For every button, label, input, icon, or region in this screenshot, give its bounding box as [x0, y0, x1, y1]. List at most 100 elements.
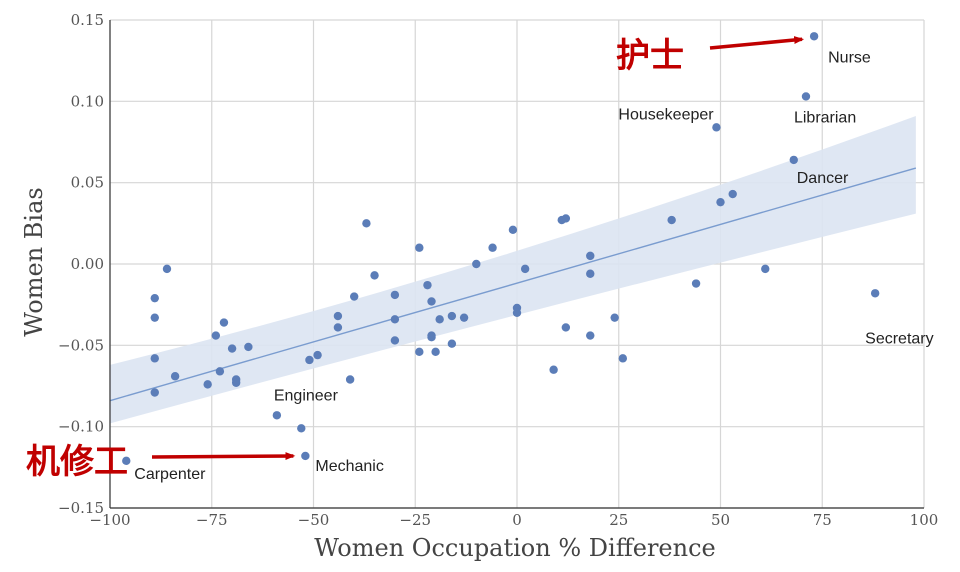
data-point — [219, 318, 229, 327]
data-point — [362, 219, 371, 228]
callout-arrow — [709, 36, 805, 50]
data-point — [390, 290, 400, 300]
annotation-label: Carpenter — [134, 466, 206, 483]
data-point — [215, 367, 225, 376]
data-point — [415, 347, 424, 357]
data-point — [549, 365, 558, 374]
x-tick-label: 25 — [609, 511, 628, 529]
point-annotations: Nurse Librarian Housekeeper Dancer Secretary… — [134, 49, 933, 483]
data-point — [435, 315, 444, 324]
data-point — [447, 311, 457, 321]
y-tick-labels: −0.15 −0.10 −0.05 0.00 0.05 0.10 0.15 — [58, 11, 104, 517]
data-point — [211, 331, 221, 340]
annotation-label: Nurse — [828, 49, 871, 66]
x-tick-label: −25 — [399, 511, 431, 529]
y-tick-label: 0.10 — [71, 92, 104, 110]
data-point — [870, 289, 880, 298]
annotation-label: Dancer — [797, 170, 849, 187]
y-tick-label: 0.05 — [71, 174, 104, 192]
x-tick-label: 0 — [512, 511, 522, 529]
data-point — [728, 189, 737, 199]
x-tick-label: −50 — [298, 511, 330, 529]
y-axis-title: Women Bias — [20, 187, 48, 336]
data-point — [231, 378, 241, 387]
data-point — [203, 380, 212, 389]
data-point — [301, 451, 310, 461]
data-point — [390, 315, 400, 324]
data-point — [162, 264, 172, 274]
data-point — [350, 292, 359, 301]
data-point — [427, 297, 436, 306]
y-tick-label: 0.15 — [71, 11, 104, 29]
y-tick-label: 0.00 — [71, 255, 104, 273]
data-point — [333, 323, 343, 332]
data-point — [561, 323, 571, 332]
regression-line — [109, 167, 917, 402]
data-point — [586, 269, 595, 278]
data-point — [667, 215, 676, 225]
callout-label: 护士 — [616, 36, 684, 76]
data-point — [415, 243, 424, 252]
data-point — [472, 259, 481, 269]
data-point — [313, 350, 322, 360]
annotation-label: Housekeeper — [618, 106, 714, 123]
data-point — [447, 339, 457, 348]
data-point — [345, 375, 355, 384]
data-point — [809, 32, 819, 41]
data-point — [390, 336, 400, 345]
y-tick-label: −0.15 — [58, 499, 104, 517]
data-point — [712, 123, 721, 132]
data-point — [305, 355, 314, 365]
data-point — [272, 411, 282, 420]
data-point — [150, 313, 159, 322]
data-point — [586, 251, 595, 261]
data-point — [423, 280, 432, 290]
data-point — [789, 155, 798, 165]
callout-label: 机修工 — [26, 442, 128, 482]
data-point — [122, 456, 131, 466]
data-points — [122, 32, 880, 466]
x-axis-title: Women Occupation % Difference — [314, 534, 715, 562]
data-point — [801, 92, 811, 101]
x-tick-labels: −100 −75 −50 −25 0 25 50 75 100 — [89, 511, 938, 529]
x-tick-label: 100 — [910, 511, 939, 529]
data-point — [150, 293, 159, 303]
data-point — [333, 311, 343, 321]
annotation-label: Librarian — [794, 109, 856, 126]
data-point — [557, 215, 566, 225]
data-point — [716, 197, 725, 207]
data-point — [488, 243, 497, 252]
confidence-band — [110, 115, 916, 424]
data-point — [170, 372, 180, 381]
y-tick-label: −0.05 — [58, 336, 104, 354]
data-point — [459, 313, 469, 322]
data-point — [427, 333, 436, 342]
data-point — [297, 424, 306, 433]
x-tick-label: −75 — [196, 511, 228, 529]
data-point — [227, 344, 237, 353]
data-point — [150, 388, 159, 397]
data-point — [508, 225, 518, 235]
annotation-label: Engineer — [274, 387, 339, 404]
data-point — [512, 308, 522, 317]
y-tick-label: −0.10 — [58, 418, 104, 436]
x-tick-label: 50 — [711, 511, 730, 529]
data-point — [618, 354, 628, 363]
data-point — [761, 264, 770, 274]
data-point — [691, 279, 701, 288]
x-tick-label: −100 — [89, 511, 130, 529]
data-point — [520, 264, 530, 274]
callout-arrow — [151, 452, 296, 461]
data-point — [431, 347, 440, 357]
x-tick-label: 75 — [813, 511, 832, 529]
annotation-label: Secretary — [865, 330, 933, 347]
data-point — [370, 271, 379, 280]
data-point — [586, 331, 595, 340]
data-point — [150, 354, 159, 363]
axes — [109, 20, 924, 509]
data-point — [610, 313, 619, 322]
annotation-label: Mechanic — [315, 458, 383, 475]
data-point — [244, 342, 253, 352]
